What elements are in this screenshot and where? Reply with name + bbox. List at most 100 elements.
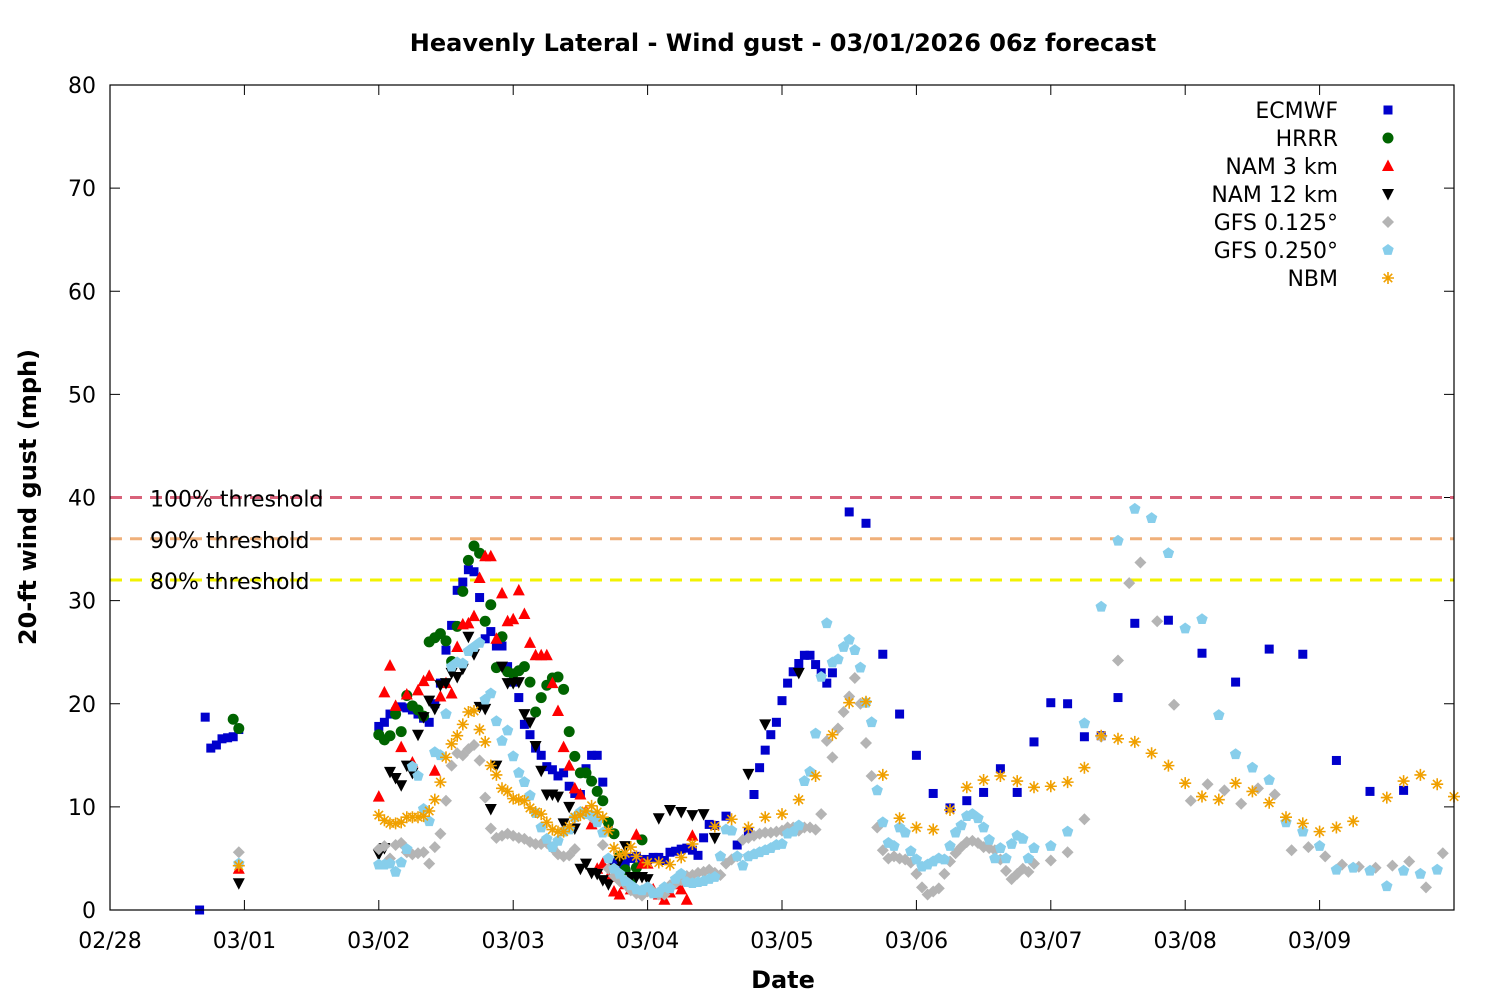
data-point	[916, 881, 928, 894]
data-point	[1095, 600, 1107, 612]
data-point	[1330, 863, 1343, 875]
data-point	[1079, 732, 1089, 742]
data-point	[1414, 768, 1427, 781]
data-point	[558, 683, 570, 695]
data-point	[440, 751, 452, 764]
data-point	[1179, 622, 1191, 634]
data-point	[742, 768, 755, 781]
data-point	[641, 856, 654, 869]
data-point	[514, 693, 524, 703]
data-point	[574, 788, 587, 800]
data-point	[771, 717, 781, 727]
data-point	[451, 671, 464, 684]
data-point	[473, 571, 486, 583]
data-point	[725, 824, 738, 836]
data-point	[535, 808, 548, 821]
data-point	[1061, 846, 1074, 859]
data-point	[598, 777, 608, 787]
data-point	[979, 787, 989, 797]
data-point	[372, 809, 385, 822]
data-point	[591, 868, 604, 881]
data-point	[232, 846, 245, 859]
y-tick-label: 20	[68, 693, 96, 718]
data-point	[905, 845, 917, 857]
data-point	[1061, 825, 1074, 837]
data-point	[473, 723, 486, 736]
data-point	[709, 871, 721, 882]
data-point	[848, 671, 861, 684]
data-point	[676, 844, 686, 854]
data-point	[401, 843, 413, 855]
data-point	[1044, 780, 1057, 793]
legend-marker	[1382, 159, 1394, 171]
data-point	[1196, 613, 1208, 625]
legend-label: NAM 3 km	[1225, 155, 1338, 180]
threshold-label: 90% threshold	[150, 529, 310, 554]
data-point	[1046, 698, 1056, 708]
data-point	[1313, 840, 1326, 851]
y-tick-label: 50	[68, 383, 96, 408]
data-point	[755, 763, 765, 773]
data-point	[597, 795, 609, 807]
data-point	[507, 612, 520, 625]
data-point	[928, 788, 938, 798]
data-point	[860, 695, 872, 708]
data-point	[1263, 796, 1276, 809]
data-point	[434, 776, 447, 789]
data-point	[563, 801, 576, 814]
data-point	[456, 718, 469, 731]
data-point	[479, 791, 492, 804]
data-point	[843, 633, 855, 645]
data-point	[473, 636, 486, 648]
data-point	[490, 715, 503, 727]
data-point	[708, 820, 721, 833]
data-point	[440, 678, 452, 690]
data-point	[518, 661, 530, 673]
data-point	[1386, 859, 1399, 872]
data-point	[1061, 776, 1074, 789]
data-point	[1005, 838, 1018, 849]
series-nbm	[232, 695, 1460, 872]
x-tick-label: 03/09	[1288, 929, 1351, 954]
data-point	[1044, 854, 1057, 867]
axis-ticks: 0 10 20 30 40 50 60 70 80 02/28 03/01 03/02 03/03 03/…	[68, 74, 1454, 954]
data-point	[1218, 784, 1231, 797]
data-point	[417, 846, 430, 859]
data-point	[1012, 787, 1022, 797]
data-point	[609, 858, 619, 868]
data-point	[469, 567, 479, 577]
data-point	[574, 863, 587, 876]
data-point	[417, 810, 430, 823]
data-point	[861, 518, 871, 528]
data-point	[486, 627, 496, 637]
data-point	[462, 554, 474, 566]
data-point	[1229, 748, 1242, 760]
data-point	[737, 859, 749, 871]
data-point	[501, 724, 514, 736]
legend-label: NAM 12 km	[1211, 183, 1338, 208]
data-point	[944, 803, 956, 816]
data-point	[480, 634, 490, 644]
data-point	[809, 823, 822, 836]
data-point	[675, 867, 687, 879]
y-tick-label: 70	[68, 177, 96, 202]
data-point	[826, 751, 839, 764]
data-point	[479, 703, 492, 716]
legend-label: NBM	[1287, 267, 1338, 292]
data-point	[580, 805, 592, 817]
data-point	[732, 840, 742, 850]
data-point	[1123, 577, 1136, 590]
legend-label: GFS 0.250°	[1214, 239, 1338, 264]
data-point	[389, 817, 402, 830]
data-point	[395, 856, 407, 868]
x-axis-label: Date	[751, 966, 815, 994]
data-point	[518, 607, 531, 620]
data-point	[596, 875, 609, 887]
data-point	[1184, 794, 1197, 807]
data-point	[675, 851, 688, 864]
data-point	[559, 768, 569, 778]
data-point	[1268, 788, 1281, 801]
data-point	[1313, 825, 1326, 838]
data-point	[1302, 841, 1315, 854]
x-tick-label: 03/01	[213, 929, 276, 954]
